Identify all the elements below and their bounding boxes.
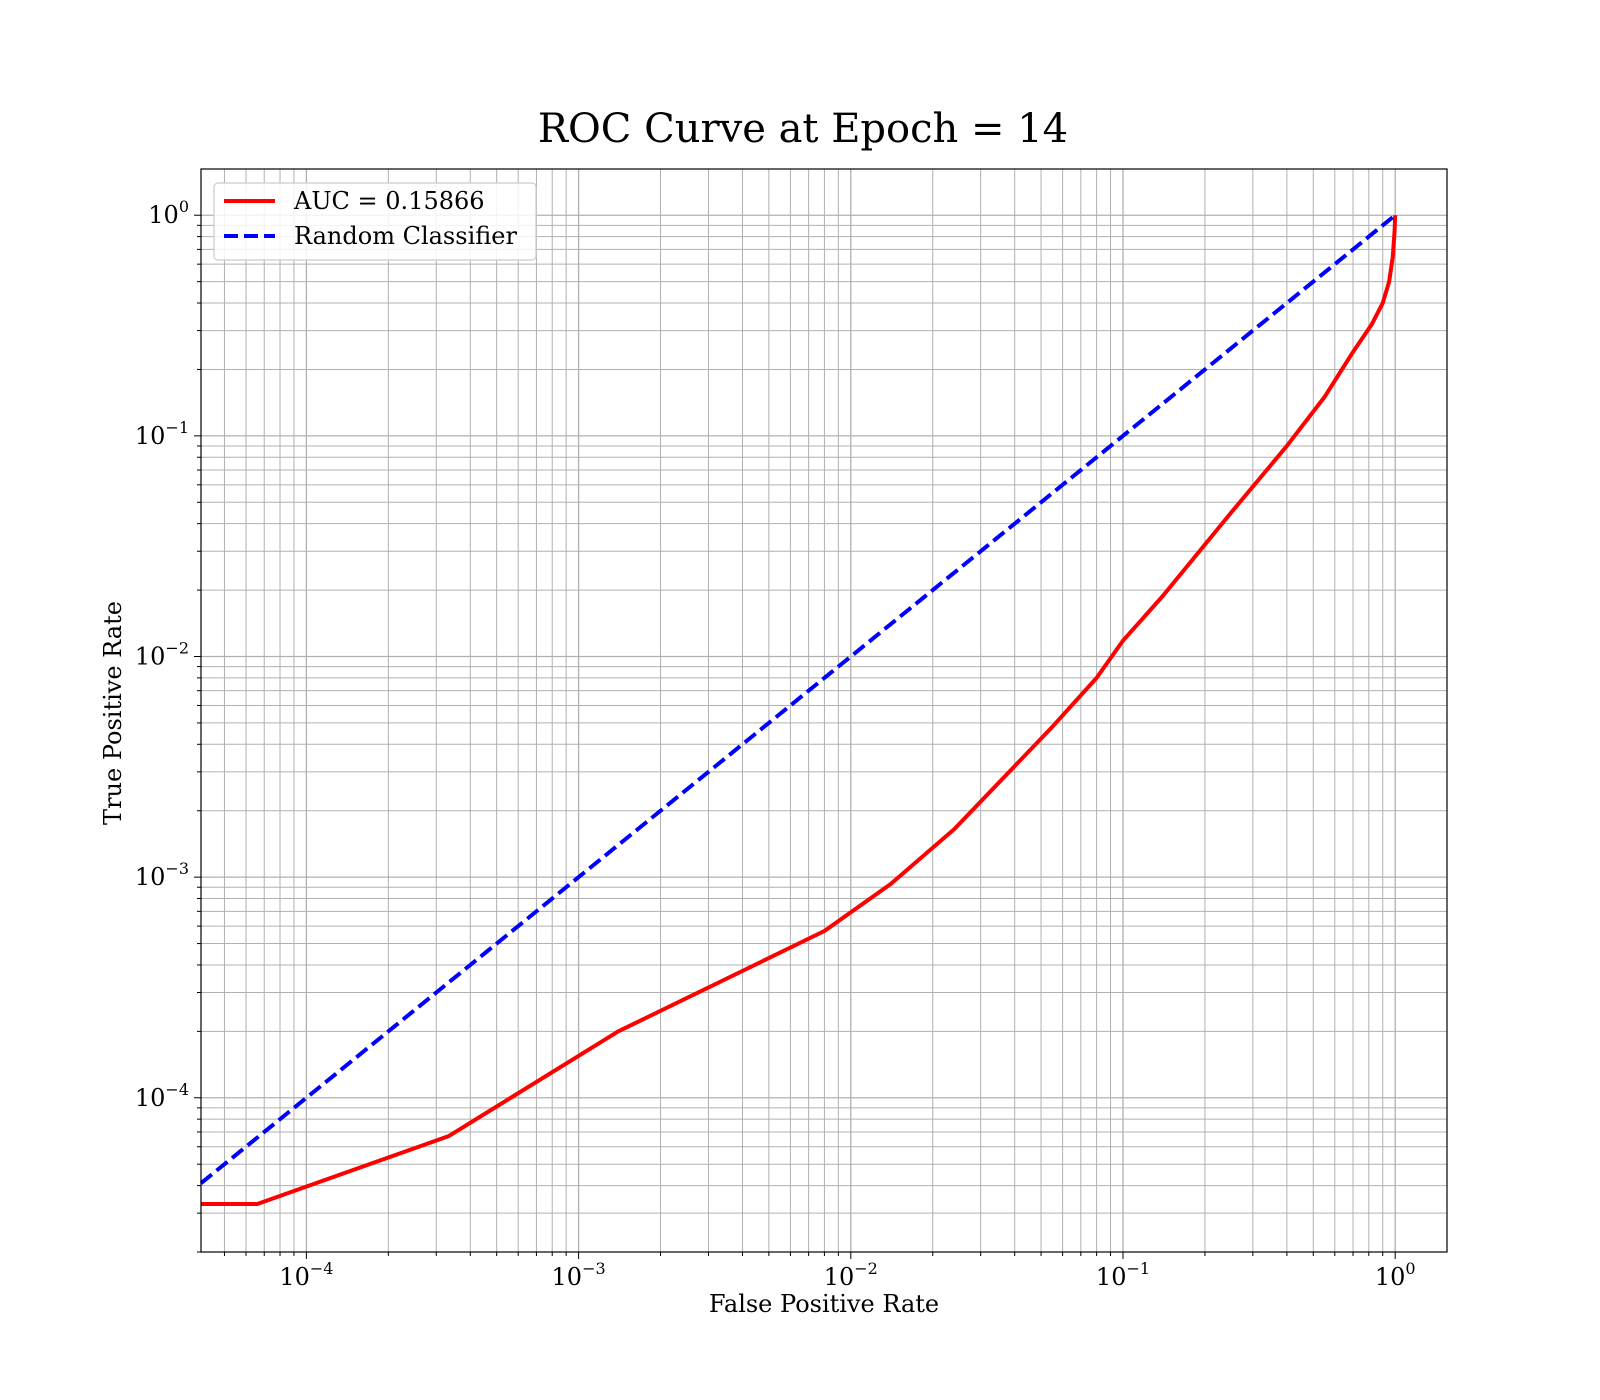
- x-tick-label: 10−2: [824, 1259, 878, 1291]
- legend-box: [213, 182, 537, 261]
- y-tick-label: 10−4: [135, 1080, 189, 1112]
- x-tick-label: 10−1: [1096, 1259, 1150, 1291]
- y-tick-label: 10−1: [135, 418, 189, 450]
- y-axis-label: True Positive Rate: [99, 601, 127, 825]
- roc-curve-line: [201, 215, 1398, 1207]
- legend-label-auc: AUC = 0.15866: [293, 187, 485, 215]
- series-lines: [199, 213, 1398, 1207]
- x-tick-label: 100: [1375, 1259, 1416, 1291]
- grid-lines: [201, 169, 1447, 1253]
- x-axis-label: False Positive Rate: [709, 1290, 939, 1318]
- x-tick-label: 10−3: [552, 1259, 606, 1291]
- random-classifier-line: [199, 213, 1397, 1185]
- legend-label-random: Random Classifier: [294, 222, 517, 250]
- legend: AUC = 0.15866 Random Classifier: [213, 182, 537, 261]
- y-tick-label: 100: [148, 197, 189, 229]
- y-tick-label: 10−2: [135, 639, 189, 671]
- axis-ticks: 10−4 10−3 10−2 10−1 100 10−4 10−3 10−2 10−1 100: [135, 197, 1416, 1291]
- y-tick-label: 10−3: [135, 859, 189, 891]
- x-tick-label: 10−4: [279, 1259, 333, 1291]
- chart-title: ROC Curve at Epoch = 14: [538, 106, 1068, 152]
